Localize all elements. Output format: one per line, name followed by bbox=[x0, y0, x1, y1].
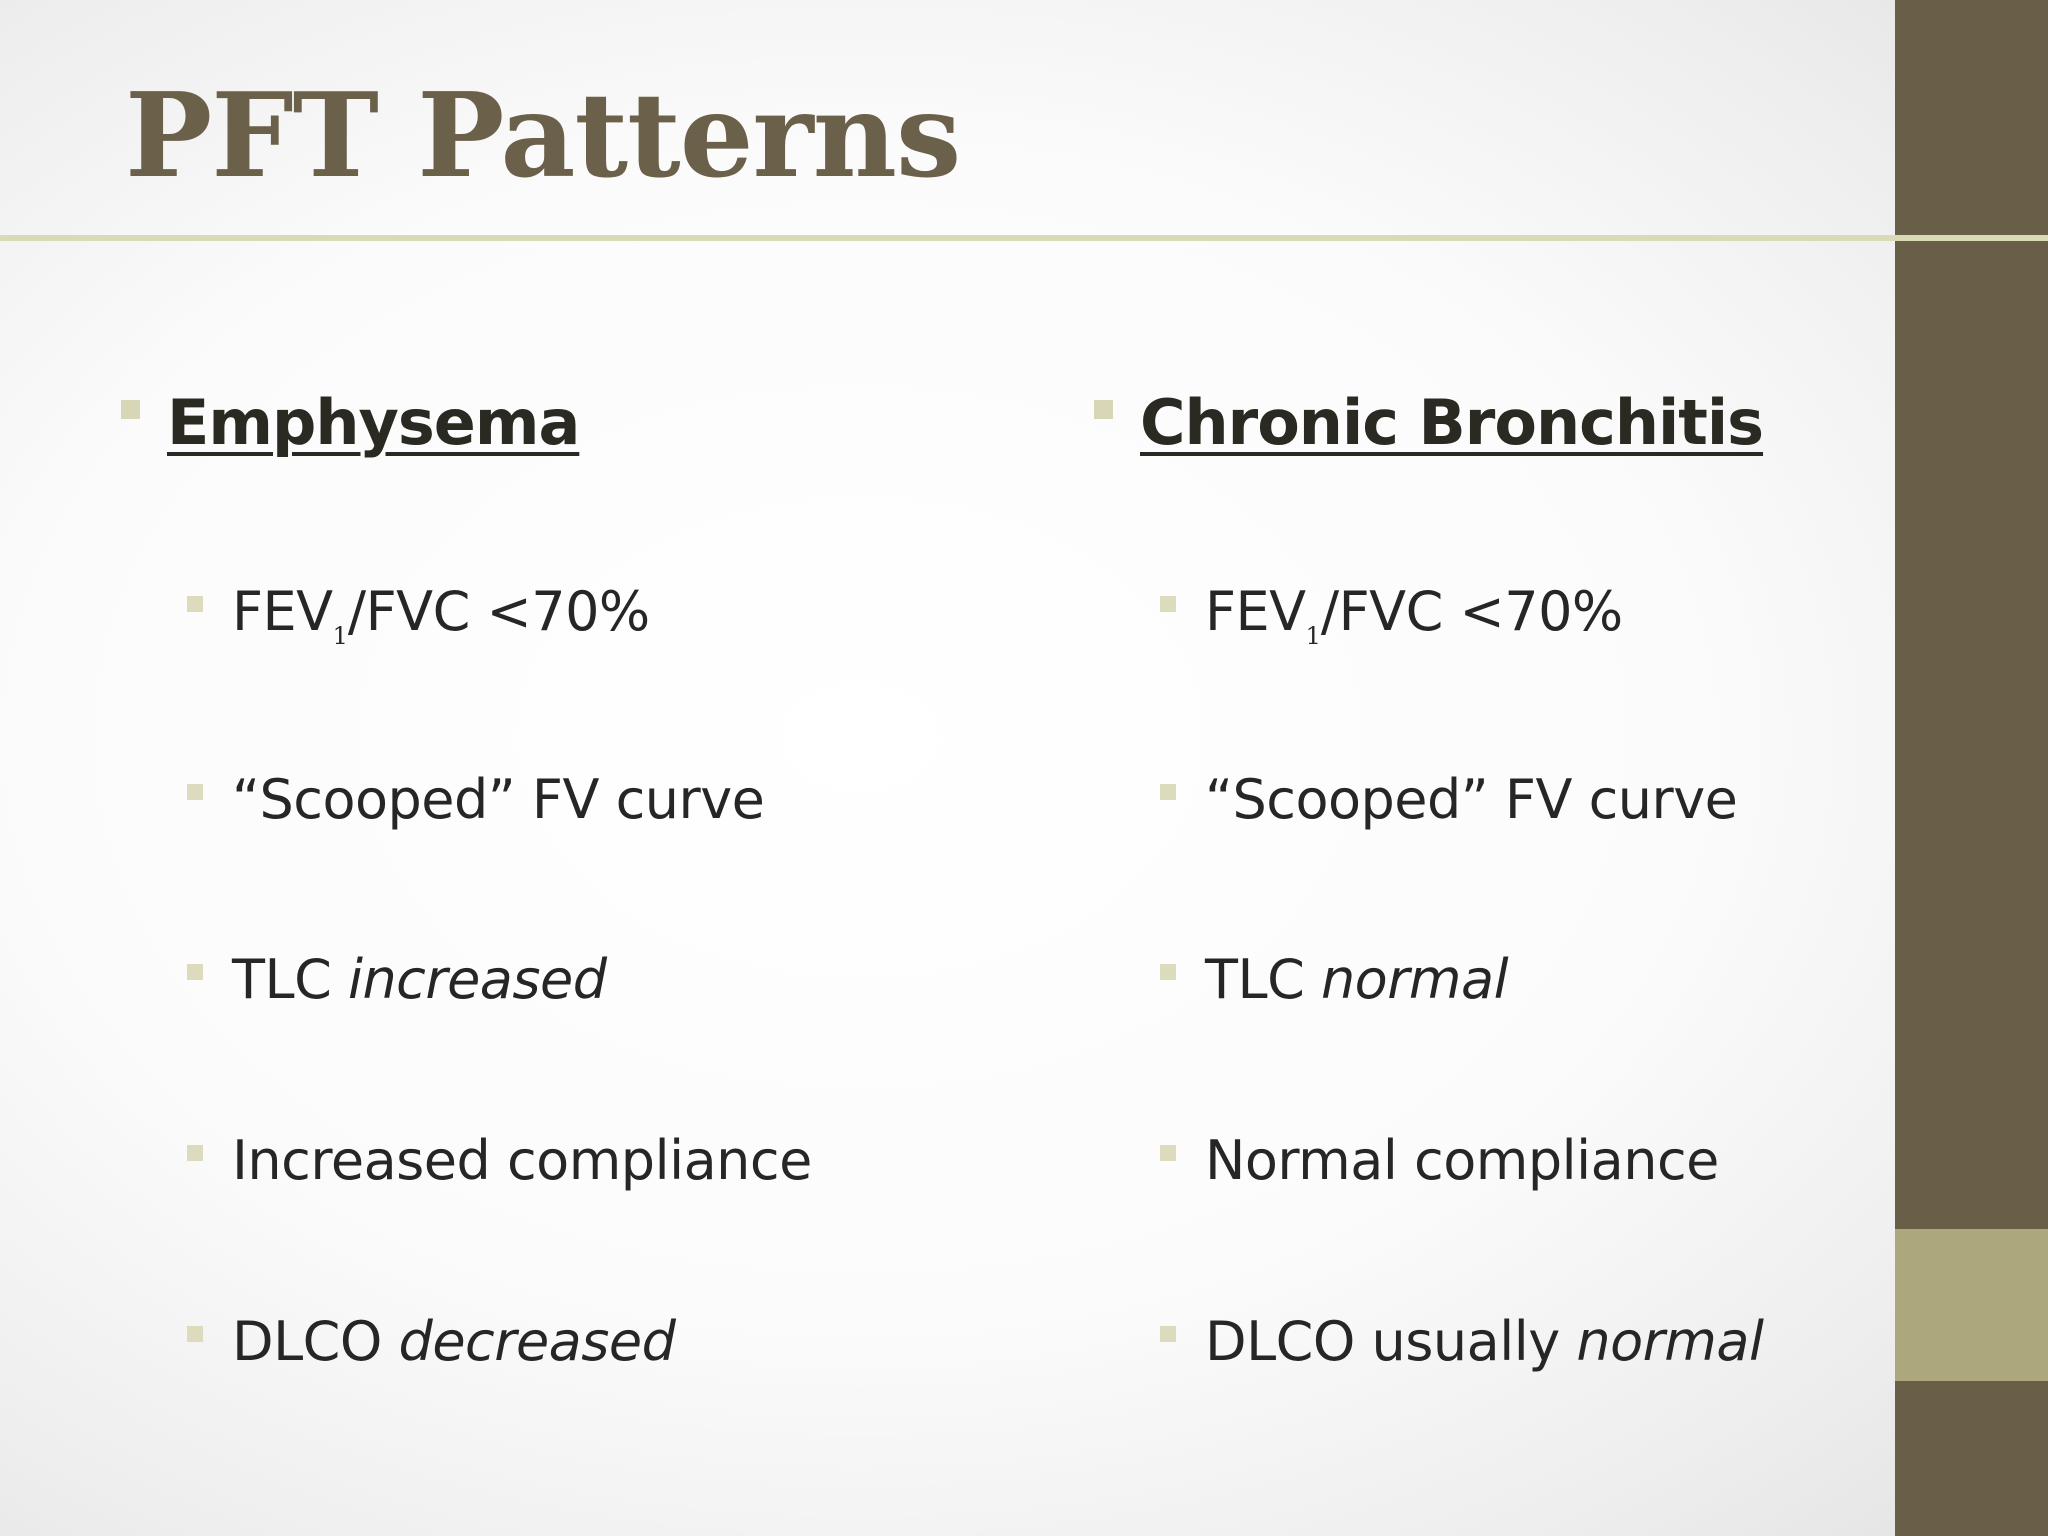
list-item: Increased compliance bbox=[232, 1129, 812, 1192]
list-item: DLCO usually normal bbox=[1205, 1310, 1764, 1373]
title-divider bbox=[0, 235, 2048, 241]
bullet-icon bbox=[1160, 596, 1176, 612]
bullet-icon bbox=[187, 1145, 203, 1161]
column-heading: Emphysema bbox=[167, 386, 580, 459]
bullet-icon bbox=[187, 1326, 203, 1342]
bullet-icon bbox=[187, 784, 203, 800]
list-item: TLC normal bbox=[1205, 948, 1509, 1011]
list-item: “Scooped” FV curve bbox=[1205, 768, 1738, 831]
list-item: “Scooped” FV curve bbox=[232, 768, 765, 831]
bullet-icon bbox=[1160, 1145, 1176, 1161]
list-item: TLC increased bbox=[232, 948, 607, 1011]
bullet-icon bbox=[1160, 784, 1176, 800]
bullet-icon bbox=[1160, 1326, 1176, 1342]
bullet-icon bbox=[1160, 964, 1176, 980]
sidebar-accent-block bbox=[1895, 1229, 2048, 1381]
column-heading: Chronic Bronchitis bbox=[1140, 386, 1764, 459]
bullet-icon bbox=[1094, 400, 1113, 419]
bullet-icon bbox=[187, 964, 203, 980]
list-item: DLCO decreased bbox=[232, 1310, 676, 1373]
list-item: Normal compliance bbox=[1205, 1129, 1719, 1192]
list-item: FEV1/FVC <70% bbox=[1205, 580, 1623, 650]
slide-title: PFT Patterns bbox=[125, 68, 961, 204]
bullet-icon bbox=[121, 400, 140, 419]
bullet-icon bbox=[187, 596, 203, 612]
list-item: FEV1/FVC <70% bbox=[232, 580, 650, 650]
